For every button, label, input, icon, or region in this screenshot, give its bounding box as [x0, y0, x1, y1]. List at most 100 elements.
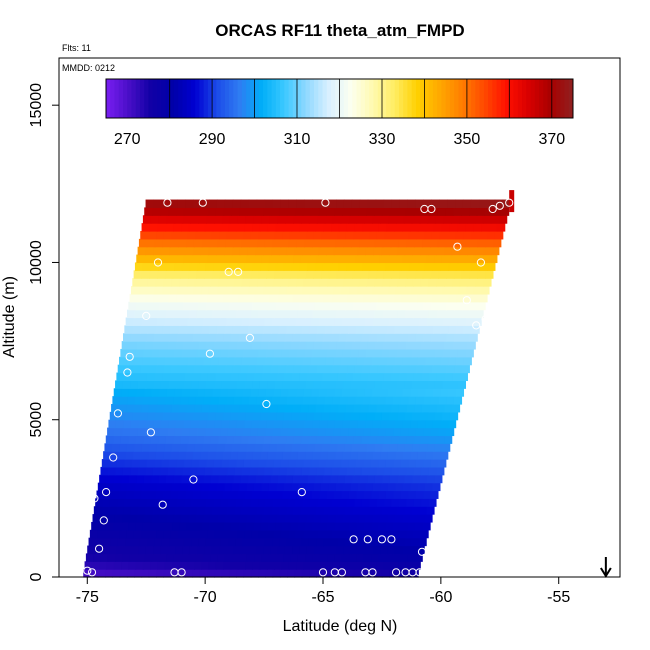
- field-cell: [96, 490, 105, 499]
- field-cell: [281, 309, 291, 319]
- colorbar-swatch: [131, 79, 137, 118]
- field-cell: [400, 490, 409, 499]
- field-cell: [391, 270, 400, 279]
- field-cell: [228, 262, 238, 271]
- field-cell: [256, 506, 265, 515]
- colorbar-swatch: [229, 79, 234, 118]
- sample-point: [87, 568, 97, 577]
- field-cell: [234, 231, 244, 240]
- field-cell: [346, 466, 355, 476]
- field-cell: [124, 459, 133, 468]
- field-cell: [340, 396, 349, 405]
- field-cell: [300, 293, 309, 303]
- field-cell: [323, 293, 333, 303]
- colorbar-swatch: [526, 79, 532, 118]
- field-cell: [152, 466, 161, 476]
- field-cell: [287, 569, 296, 578]
- field-cell: [419, 380, 428, 389]
- field-cell: [182, 506, 191, 515]
- field-cell: [337, 443, 346, 452]
- field-cell: [390, 238, 400, 248]
- field-cell: [174, 427, 184, 437]
- field-cell: [329, 341, 338, 350]
- field-cell: [334, 388, 343, 397]
- field-cell: [107, 514, 116, 523]
- field-cell: [349, 246, 359, 256]
- field-cell: [116, 459, 125, 468]
- field-cell: [471, 262, 480, 271]
- field-cell: [219, 545, 227, 555]
- field-cell: [398, 238, 407, 248]
- field-cell: [148, 404, 158, 413]
- field-cell: [222, 490, 231, 499]
- field-cell: [183, 419, 193, 429]
- field-cell: [336, 341, 346, 350]
- field-cell: [268, 553, 277, 562]
- field-cell: [103, 451, 112, 460]
- field-cell: [319, 348, 329, 358]
- field-cell: [249, 506, 258, 515]
- colorbar-swatch: [547, 79, 553, 118]
- x-axis: -75 -70 -65 -60 -55: [76, 576, 570, 606]
- field-cell: [148, 451, 157, 460]
- field-cell: [290, 341, 300, 350]
- field-cell: [234, 506, 243, 515]
- field-cell: [88, 537, 97, 547]
- field-cell: [161, 246, 170, 256]
- field-cell: [403, 317, 413, 326]
- field-cell: [236, 419, 245, 429]
- field-cell: [310, 529, 319, 539]
- field-cell: [162, 238, 171, 248]
- field-cell: [269, 514, 278, 523]
- field-cell: [475, 215, 484, 224]
- field-cell: [180, 435, 190, 444]
- field-cell: [345, 506, 354, 515]
- field-cell: [385, 490, 394, 499]
- colorbar-swatch: [492, 79, 498, 118]
- field-cell: [141, 223, 151, 232]
- field-cell: [350, 278, 359, 287]
- field-cell: [227, 466, 236, 476]
- field-cell: [164, 443, 173, 452]
- field-cell: [152, 207, 161, 216]
- field-cell: [120, 521, 129, 531]
- field-cell: [185, 199, 194, 209]
- field-cell: [214, 419, 223, 429]
- field-cell: [172, 521, 181, 531]
- colorbar-swatch: [331, 79, 336, 118]
- field-cell: [430, 459, 439, 468]
- field-cell: [109, 498, 118, 507]
- field-cell: [290, 451, 299, 460]
- field-cell: [340, 254, 349, 264]
- field-cell: [397, 506, 405, 515]
- field-cell: [356, 521, 365, 531]
- field-cell: [404, 348, 413, 358]
- field-cell: [436, 404, 445, 413]
- sample-point: [363, 535, 372, 544]
- field-cell: [327, 278, 336, 287]
- field-cell: [160, 293, 170, 303]
- field-cell: [95, 537, 104, 547]
- field-cell: [144, 254, 153, 264]
- colorbar-swatch: [551, 79, 557, 118]
- field-cell: [372, 286, 381, 295]
- field-cell: [192, 333, 201, 342]
- field-cell: [308, 537, 317, 547]
- field-cell: [289, 419, 298, 429]
- colorbar-swatch: [254, 79, 260, 118]
- field-cell: [273, 348, 283, 358]
- field-cell: [335, 238, 345, 248]
- field-cell: [250, 309, 260, 319]
- colorbar-swatch: [428, 79, 434, 118]
- field-cell: [375, 341, 384, 350]
- field-cell: [101, 545, 110, 555]
- field-cell: [159, 553, 167, 562]
- field-cell: [194, 482, 203, 492]
- field-cell: [191, 537, 200, 547]
- field-cell: [135, 435, 144, 444]
- field-cell: [486, 199, 496, 209]
- field-cell: [310, 246, 319, 256]
- field-cell: [170, 325, 179, 334]
- field-cell: [383, 404, 392, 413]
- field-cell: [388, 246, 398, 256]
